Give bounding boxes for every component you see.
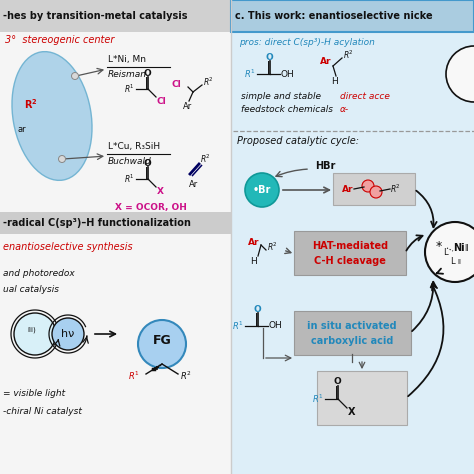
Text: pros: direct C(sp³)-H acylation: pros: direct C(sp³)-H acylation — [239, 37, 375, 46]
Text: Ar: Ar — [342, 184, 354, 193]
Text: -radical C(sp³)–H functionalization: -radical C(sp³)–H functionalization — [3, 218, 191, 228]
Circle shape — [52, 318, 84, 350]
Bar — [0, 212, 231, 234]
Text: $R^2$: $R^2$ — [267, 241, 278, 253]
Text: in situ activated: in situ activated — [307, 321, 397, 331]
Text: Cl: Cl — [171, 80, 181, 89]
Text: c. This work: enantioselective nicke: c. This work: enantioselective nicke — [235, 11, 433, 21]
FancyBboxPatch shape — [333, 173, 415, 205]
Text: H: H — [251, 257, 257, 266]
Text: -chiral Ni catalyst: -chiral Ni catalyst — [3, 408, 82, 417]
Text: L*Cu, R₃SiH: L*Cu, R₃SiH — [108, 142, 160, 151]
Text: II: II — [457, 259, 461, 265]
Text: O: O — [143, 158, 151, 167]
Text: feedstock chemicals: feedstock chemicals — [241, 104, 333, 113]
Text: Reisman: Reisman — [108, 70, 147, 79]
Text: Ar: Ar — [183, 101, 192, 110]
Text: Ar: Ar — [190, 180, 199, 189]
FancyBboxPatch shape — [294, 311, 411, 355]
FancyBboxPatch shape — [294, 231, 406, 275]
FancyBboxPatch shape — [317, 371, 407, 425]
Text: HAT-mediated: HAT-mediated — [312, 241, 388, 251]
Text: OH: OH — [281, 70, 295, 79]
Text: $R^1$: $R^1$ — [128, 370, 140, 382]
Text: $R^1$: $R^1$ — [232, 320, 244, 332]
Text: $R^2$: $R^2$ — [390, 183, 401, 195]
Text: Proposed catalytic cycle:: Proposed catalytic cycle: — [237, 136, 359, 146]
Text: HBr: HBr — [315, 161, 336, 171]
Text: $R^1$: $R^1$ — [245, 68, 256, 80]
Circle shape — [72, 73, 79, 80]
Text: $R^1$: $R^1$ — [124, 173, 135, 185]
Text: $R^1$: $R^1$ — [312, 393, 324, 405]
Text: II: II — [464, 244, 468, 253]
Text: iii): iii) — [27, 327, 36, 333]
Text: enantioselective synthesis: enantioselective synthesis — [3, 242, 133, 252]
Text: simple and stable: simple and stable — [241, 91, 321, 100]
Text: Ni: Ni — [453, 243, 465, 253]
Text: $R^1$: $R^1$ — [124, 83, 135, 95]
Text: L: L — [443, 247, 447, 256]
Text: and photoredox: and photoredox — [3, 270, 75, 279]
Bar — [0, 0, 231, 32]
Circle shape — [14, 313, 56, 355]
Text: carboxylic acid: carboxylic acid — [311, 336, 393, 346]
Text: Ar: Ar — [319, 56, 331, 65]
Text: $\mathbf{R^2}$: $\mathbf{R^2}$ — [24, 97, 37, 111]
Text: 3°  stereogenic center: 3° stereogenic center — [5, 35, 114, 45]
Text: C-H cleavage: C-H cleavage — [314, 256, 386, 266]
Circle shape — [425, 222, 474, 282]
Text: $R^2$: $R^2$ — [343, 49, 354, 61]
Circle shape — [362, 180, 374, 192]
Text: X = OCOR, OH: X = OCOR, OH — [115, 202, 187, 211]
Text: X: X — [157, 186, 164, 195]
Text: α-: α- — [340, 104, 349, 113]
Text: H: H — [332, 76, 338, 85]
Text: -hes by transition-metal catalysis: -hes by transition-metal catalysis — [3, 11, 188, 21]
Text: Ar: Ar — [248, 237, 259, 246]
Text: •Br: •Br — [253, 185, 271, 195]
Text: X: X — [348, 407, 356, 417]
Text: O: O — [253, 304, 261, 313]
Text: OH: OH — [269, 321, 283, 330]
Text: = visible light: = visible light — [3, 390, 65, 399]
Circle shape — [138, 320, 186, 368]
Text: L: L — [450, 257, 455, 266]
Circle shape — [370, 186, 382, 198]
Bar — [231, 0, 474, 474]
Text: *: * — [436, 239, 442, 253]
Circle shape — [446, 46, 474, 102]
Text: O: O — [333, 377, 341, 386]
Ellipse shape — [12, 52, 92, 181]
Text: Buchwald: Buchwald — [108, 156, 152, 165]
Text: hν: hν — [61, 329, 75, 339]
Text: direct acce: direct acce — [340, 91, 390, 100]
Circle shape — [58, 155, 65, 163]
Text: $R^2$: $R^2$ — [203, 76, 214, 88]
Bar — [0, 0, 231, 474]
Text: L*Ni, Mn: L*Ni, Mn — [108, 55, 146, 64]
Text: Cl: Cl — [157, 97, 167, 106]
Text: $R^2$: $R^2$ — [180, 370, 191, 382]
Text: FG: FG — [153, 334, 172, 346]
Text: ual catalysis: ual catalysis — [3, 284, 59, 293]
Bar — [231, 0, 474, 32]
Circle shape — [245, 173, 279, 207]
Text: O: O — [143, 69, 151, 78]
Text: ar: ar — [18, 125, 27, 134]
Text: $R^2$: $R^2$ — [200, 153, 211, 165]
Text: O: O — [265, 53, 273, 62]
